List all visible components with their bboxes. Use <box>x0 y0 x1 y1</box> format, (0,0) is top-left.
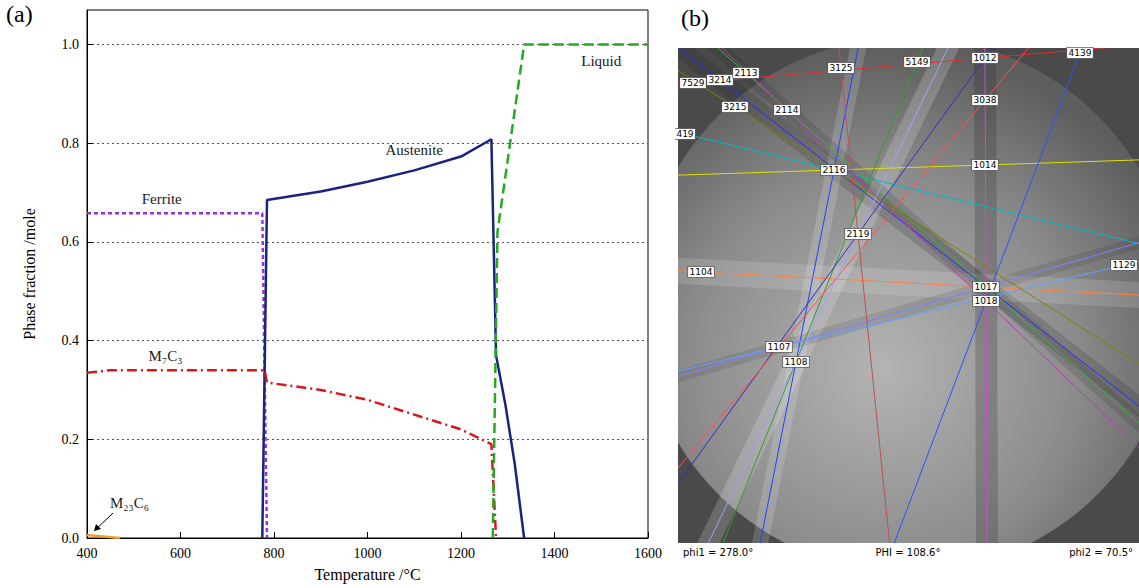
svg-text:7529: 7529 <box>682 78 705 88</box>
svg-text:M₇C₃: M₇C₃ <box>149 348 183 364</box>
svg-text:Liquid: Liquid <box>581 53 621 69</box>
svg-text:0.6: 0.6 <box>62 234 80 249</box>
svg-text:5149: 5149 <box>906 57 929 67</box>
svg-text:1.0: 1.0 <box>62 37 80 52</box>
svg-text:1014: 1014 <box>974 160 997 170</box>
svg-text:3038: 3038 <box>974 95 997 105</box>
svg-text:phi2 = 70.5°: phi2 = 70.5° <box>1069 547 1133 558</box>
svg-text:2114: 2114 <box>776 105 799 115</box>
svg-text:0.2: 0.2 <box>62 432 80 447</box>
svg-text:3125: 3125 <box>830 63 853 73</box>
svg-text:Phase fraction /mole: Phase fraction /mole <box>21 208 38 340</box>
svg-text:1108: 1108 <box>785 357 808 367</box>
svg-text:400: 400 <box>77 546 98 561</box>
svg-text:1017: 1017 <box>975 282 998 292</box>
svg-text:600: 600 <box>170 546 191 561</box>
svg-text:(a): (a) <box>6 1 33 27</box>
svg-text:1129: 1129 <box>1113 260 1136 270</box>
svg-text:1600: 1600 <box>634 546 662 561</box>
svg-text:Temperature /°C: Temperature /°C <box>314 566 420 584</box>
svg-text:phi1 = 278.0°: phi1 = 278.0° <box>683 547 753 558</box>
svg-text:1012: 1012 <box>974 53 997 63</box>
svg-text:2119: 2119 <box>847 229 870 239</box>
svg-text:3215: 3215 <box>724 102 747 112</box>
svg-text:M₂₃C₆: M₂₃C₆ <box>110 495 149 511</box>
svg-text:Austenite: Austenite <box>386 142 444 158</box>
svg-text:419: 419 <box>676 129 693 139</box>
svg-text:0.0: 0.0 <box>62 531 80 546</box>
svg-text:0.4: 0.4 <box>62 333 80 348</box>
svg-text:(b): (b) <box>681 5 709 31</box>
svg-text:3214: 3214 <box>709 75 732 85</box>
svg-text:Ferrite: Ferrite <box>142 191 182 207</box>
svg-text:800: 800 <box>264 546 285 561</box>
svg-text:1107: 1107 <box>768 342 791 352</box>
svg-text:1000: 1000 <box>354 546 382 561</box>
svg-text:1018: 1018 <box>975 296 998 306</box>
svg-text:PHI = 108.6°: PHI = 108.6° <box>876 547 941 558</box>
svg-text:1104: 1104 <box>690 267 713 277</box>
svg-text:1400: 1400 <box>541 546 569 561</box>
svg-text:2113: 2113 <box>735 68 758 78</box>
svg-text:2116: 2116 <box>823 165 846 175</box>
svg-text:4139: 4139 <box>1069 48 1092 58</box>
svg-text:1200: 1200 <box>447 546 475 561</box>
svg-text:0.8: 0.8 <box>62 136 80 151</box>
